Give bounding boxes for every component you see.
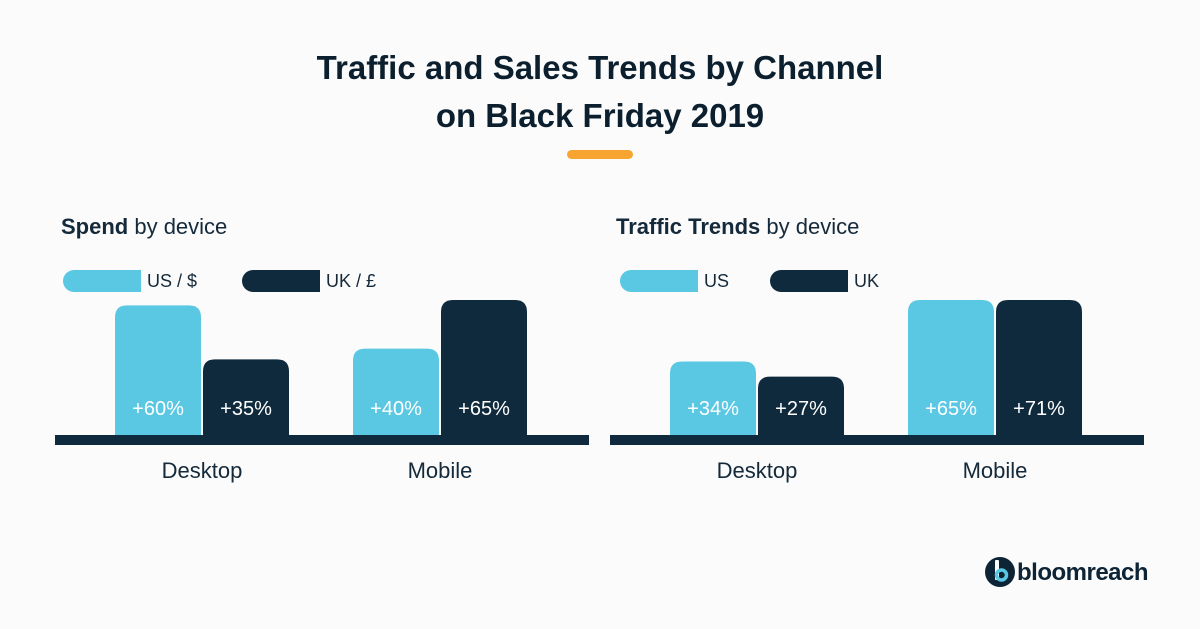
title-line-2: on Black Friday 2019 [435, 97, 765, 134]
bar-value-label: +65% [458, 398, 510, 420]
category-label-mobile: Mobile [408, 458, 473, 483]
title-accent-bar [567, 150, 633, 159]
legend-swatch-us [620, 270, 698, 292]
bar-value-label: +71% [1013, 398, 1065, 420]
bar-value-label: +27% [775, 398, 827, 420]
category-label-desktop: Desktop [717, 458, 798, 483]
chart-title-bold: Spend [61, 214, 129, 239]
spend-bar-chart: +60% +35% Desktop +40% +65% Mobile [55, 300, 589, 483]
bar-mobile-us [908, 300, 994, 436]
chart-title: Traffic Trends by device [616, 214, 859, 240]
page-title: Traffic and Sales Trends by Channel on B… [0, 44, 1200, 140]
traffic-bar-chart: +34% +27% Desktop +65% +71% Mobile [610, 300, 1144, 483]
bar-mobile-us [353, 348, 439, 436]
bar-value-label: +60% [132, 398, 184, 420]
bar-mobile-uk [996, 300, 1082, 436]
bar-value-label: +65% [925, 398, 977, 420]
traffic-chart-panel: Traffic Trends by device US UK +34% +27% D… [610, 0, 1150, 629]
category-label-desktop: Desktop [162, 458, 243, 483]
chart-title-rest: by device [760, 214, 860, 239]
bar-value-label: +40% [370, 398, 422, 420]
bar-desktop-uk [203, 359, 289, 436]
legend-label-uk: UK [854, 271, 880, 291]
logo-text: bloomreach [1017, 559, 1149, 586]
legend-swatch-us [63, 270, 141, 292]
spend-chart-panel: Spend by device US / $ UK / £ +60% +35% De… [55, 0, 595, 629]
title-line-1: Traffic and Sales Trends by Channel [316, 49, 884, 86]
category-label-mobile: Mobile [963, 458, 1028, 483]
legend-swatch-uk [770, 270, 848, 292]
chart-title-rest: by device [128, 214, 228, 239]
legend-label-us: US [704, 271, 730, 291]
bar-mobile-uk [441, 300, 527, 436]
bar-value-label: +35% [220, 398, 272, 420]
chart-title: Spend by device [61, 214, 227, 240]
chart-title-bold: Traffic Trends [616, 214, 761, 239]
bar-desktop-us [670, 361, 756, 436]
bar-desktop-uk [758, 376, 844, 436]
legend-label-uk: UK / £ [326, 271, 377, 291]
baseline [610, 435, 1144, 445]
legend-swatch-uk [242, 270, 320, 292]
baseline [55, 435, 589, 445]
bar-value-label: +34% [687, 398, 739, 420]
bloomreach-logo: bloomreach [985, 555, 1155, 589]
legend-label-us: US / $ [147, 271, 198, 291]
bar-desktop-us [115, 305, 201, 436]
bloomreach-logo-icon [985, 557, 1015, 587]
